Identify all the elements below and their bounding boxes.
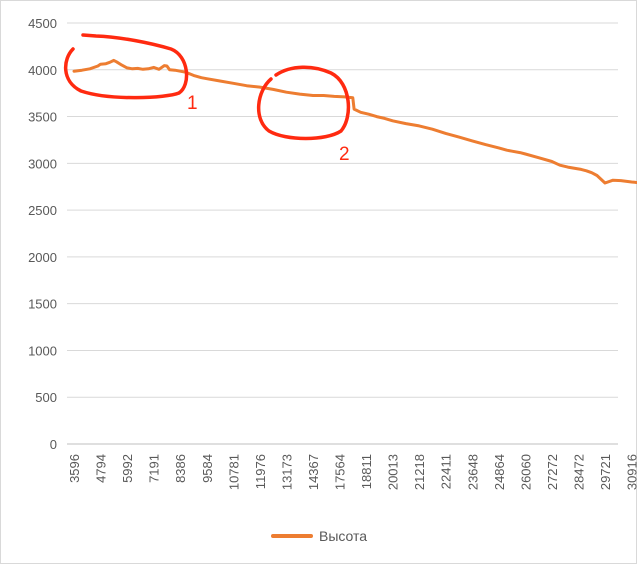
x-tick-label: 18811 <box>359 454 374 489</box>
x-tick-label: 9584 <box>200 454 215 483</box>
legend-label: Высота <box>319 528 367 544</box>
x-tick-label: 13173 <box>279 454 294 490</box>
x-tick-label: 11976 <box>253 454 268 489</box>
x-tick-label: 4794 <box>94 454 109 483</box>
x-tick-label: 20013 <box>386 454 401 490</box>
x-tick-label: 27272 <box>545 454 560 490</box>
x-tick-label: 28472 <box>571 454 586 490</box>
x-tick-label: 10781 <box>226 454 241 490</box>
x-tick-label: 29721 <box>598 454 613 490</box>
series-lines <box>72 58 637 185</box>
x-tick-label: 5992 <box>120 454 135 483</box>
x-tick-label: 26060 <box>518 454 533 490</box>
y-tick-label: 3000 <box>28 156 57 171</box>
annotation-circle-2 <box>256 65 351 141</box>
y-tick-label: 4500 <box>28 16 57 31</box>
y-tick-label: 0 <box>50 437 57 452</box>
x-tick-label: 21218 <box>412 454 427 490</box>
series-line-vysota <box>72 58 637 185</box>
y-tick-label: 1000 <box>28 343 57 358</box>
x-tick-label: 24864 <box>492 454 507 490</box>
annotation-label-1: 1 <box>187 93 198 114</box>
y-tick-label: 2000 <box>28 250 57 265</box>
y-tick-label: 500 <box>35 390 57 405</box>
y-axis-tick-labels: 0 500 1000 1500 2000 2500 3000 3500 4000 4500 <box>28 16 57 452</box>
x-tick-label: 23648 <box>465 454 480 490</box>
y-tick-label: 4000 <box>28 63 57 78</box>
legend: Высота <box>271 528 367 544</box>
annotations: 12 <box>64 33 351 165</box>
annotation-circle-1 <box>64 33 189 100</box>
x-tick-label: 14367 <box>306 454 321 490</box>
y-tick-label: 2500 <box>28 203 57 218</box>
gridlines <box>67 22 618 398</box>
x-tick-label: 22411 <box>439 454 454 489</box>
y-tick-label: 1500 <box>28 297 57 312</box>
x-axis-tick-labels: 3596 4794 5992 7191 8386 9584 10781 11976 13173 1… <box>67 454 637 490</box>
x-tick-label: 7191 <box>147 454 162 483</box>
x-tick-label: 8386 <box>173 454 188 483</box>
x-tick-label: 17564 <box>333 454 348 490</box>
annotation-label-2: 2 <box>339 144 350 165</box>
x-tick-label: 30916 <box>625 454 637 490</box>
y-tick-label: 3500 <box>28 110 57 125</box>
x-tick-label: 3596 <box>67 454 82 483</box>
